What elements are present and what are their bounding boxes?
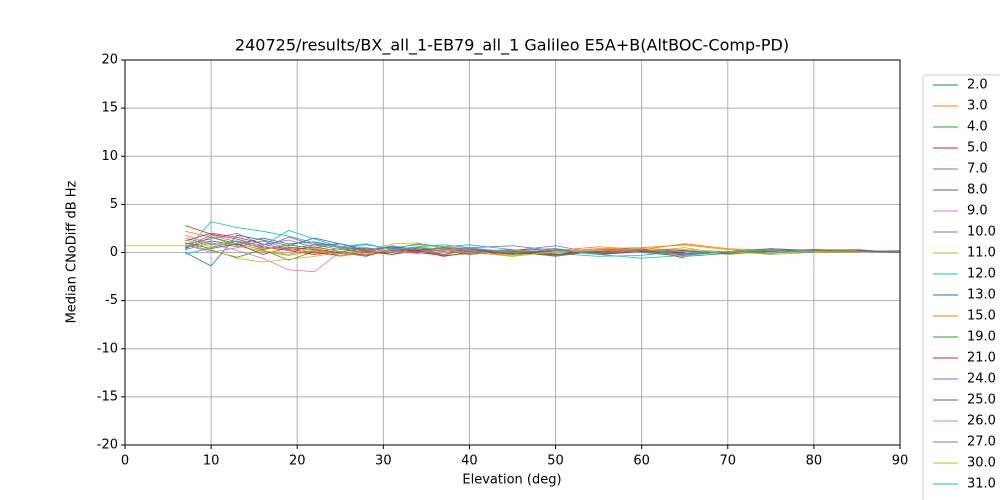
- series-line: [185, 229, 814, 259]
- x-tick-label: 10: [203, 454, 220, 469]
- legend-label: 26.0: [967, 414, 996, 429]
- y-tick-label: -5: [105, 293, 118, 308]
- series-line: [185, 232, 685, 257]
- y-tick-label: -10: [97, 341, 118, 356]
- y-tick-label: 15: [101, 101, 118, 116]
- legend-label: 30.0: [967, 456, 996, 471]
- x-tick-label: 30: [375, 454, 392, 469]
- x-tick-label: 60: [633, 454, 650, 469]
- series-line: [185, 239, 857, 257]
- legend-label: 12.0: [967, 267, 996, 282]
- legend-label: 21.0: [967, 351, 996, 366]
- series-line: [185, 230, 857, 257]
- plot-frame: [124, 59, 901, 446]
- chart-title: 240725/results/BX_all_1-EB79_all_1 Galil…: [235, 36, 789, 56]
- y-tick-label: 0: [110, 245, 118, 260]
- legend-label: 19.0: [967, 330, 996, 345]
- legend-label: 2.0: [967, 78, 988, 93]
- x-tick-label: 50: [547, 454, 564, 469]
- x-tick-label: 40: [461, 454, 478, 469]
- y-tick-label: 5: [110, 197, 118, 212]
- legend-box: [922, 74, 1000, 500]
- legend-label: 31.0: [967, 477, 996, 492]
- legend-label: 11.0: [967, 246, 996, 261]
- y-tick-label: 10: [101, 149, 118, 164]
- x-tick-label: 90: [892, 454, 909, 469]
- legend-label: 24.0: [967, 372, 996, 387]
- legend-label: 5.0: [967, 141, 988, 156]
- legend-label: 27.0: [967, 435, 996, 450]
- legend-label: 10.0: [967, 225, 996, 240]
- x-tick-label: 20: [289, 454, 306, 469]
- x-tick-label: 70: [720, 454, 737, 469]
- x-tick-label: 80: [806, 454, 823, 469]
- legend-label: 25.0: [967, 393, 996, 408]
- y-axis-label: Median CNoDiff dB Hz: [65, 180, 80, 323]
- y-tick-label: -15: [97, 389, 118, 404]
- legend-label: 4.0: [967, 120, 988, 135]
- legend-label: 13.0: [967, 288, 996, 303]
- series-line: [185, 242, 901, 257]
- legend-label: 8.0: [967, 183, 988, 198]
- y-tick-label: -20: [97, 438, 118, 453]
- legend-label: 3.0: [967, 99, 988, 114]
- legend-label: 9.0: [967, 204, 988, 219]
- x-tick-label: 0: [121, 454, 129, 469]
- legend-label: 15.0: [967, 309, 996, 324]
- x-axis-label: Elevation (deg): [462, 473, 561, 488]
- y-tick-label: 20: [101, 53, 118, 68]
- legend-label: 7.0: [967, 162, 988, 177]
